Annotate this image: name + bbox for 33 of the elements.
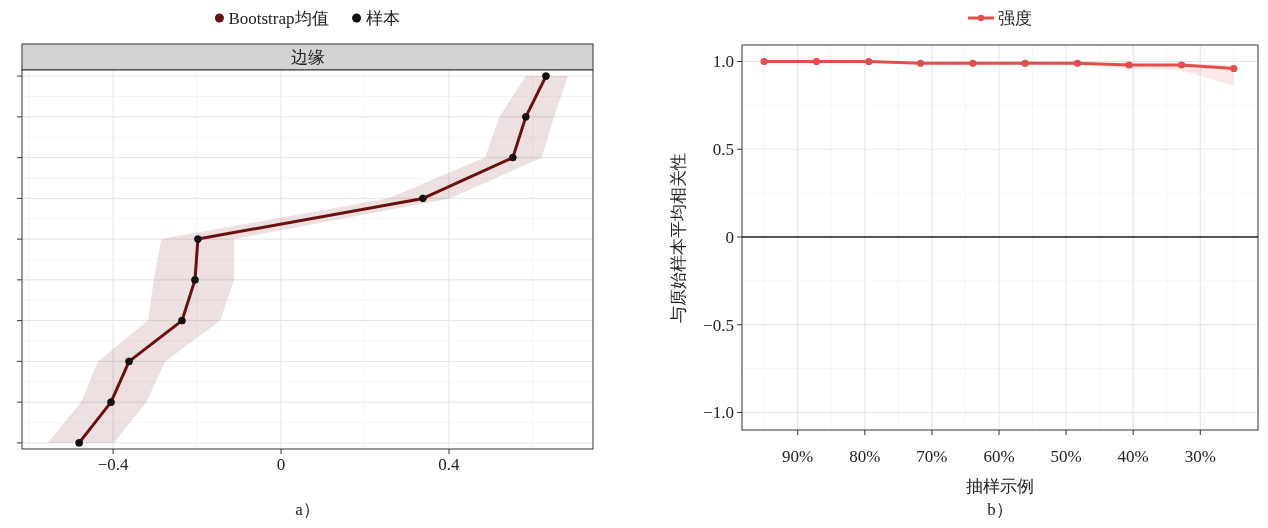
x-tick-label: 30% <box>1184 447 1216 466</box>
x-tick-label: 40% <box>1117 447 1149 466</box>
x-tick-label: 60% <box>983 447 1015 466</box>
point <box>812 57 821 66</box>
x-tick-label: −0.4 <box>97 455 130 474</box>
x-tick-label: 50% <box>1050 447 1082 466</box>
x-axis-title: 抽样示例 <box>966 477 1034 496</box>
point <box>1125 61 1133 69</box>
chart-title: 边缘 <box>290 48 325 67</box>
point <box>865 57 873 66</box>
y-tick-label: −0.5 <box>703 315 734 335</box>
point <box>760 57 768 66</box>
legend-label: Bootstrap均值 <box>228 9 329 28</box>
y-tick-label: 0 <box>725 227 734 247</box>
point <box>916 59 925 67</box>
x-tick-label: 70% <box>916 447 948 466</box>
x-tick-label: 80% <box>849 447 881 466</box>
point <box>1021 59 1029 67</box>
y-tick-label: 0.5 <box>712 140 734 160</box>
point <box>1230 64 1238 73</box>
text: b） <box>987 500 1013 519</box>
legend-label: 样本 <box>365 9 400 28</box>
point <box>1073 59 1082 67</box>
x-tick-label: 0 <box>276 455 286 474</box>
text: a） <box>295 500 320 519</box>
x-tick-label: 90% <box>782 447 814 466</box>
y-axis-title: 与原始样本平均相关性 <box>669 152 688 323</box>
point <box>1177 61 1186 69</box>
legend-label: 强度 <box>998 9 1032 28</box>
y-tick-label: 1.0 <box>712 52 734 72</box>
y-tick-label: −1.0 <box>703 403 734 423</box>
point <box>969 59 977 67</box>
x-tick-label: 0.4 <box>438 455 461 474</box>
